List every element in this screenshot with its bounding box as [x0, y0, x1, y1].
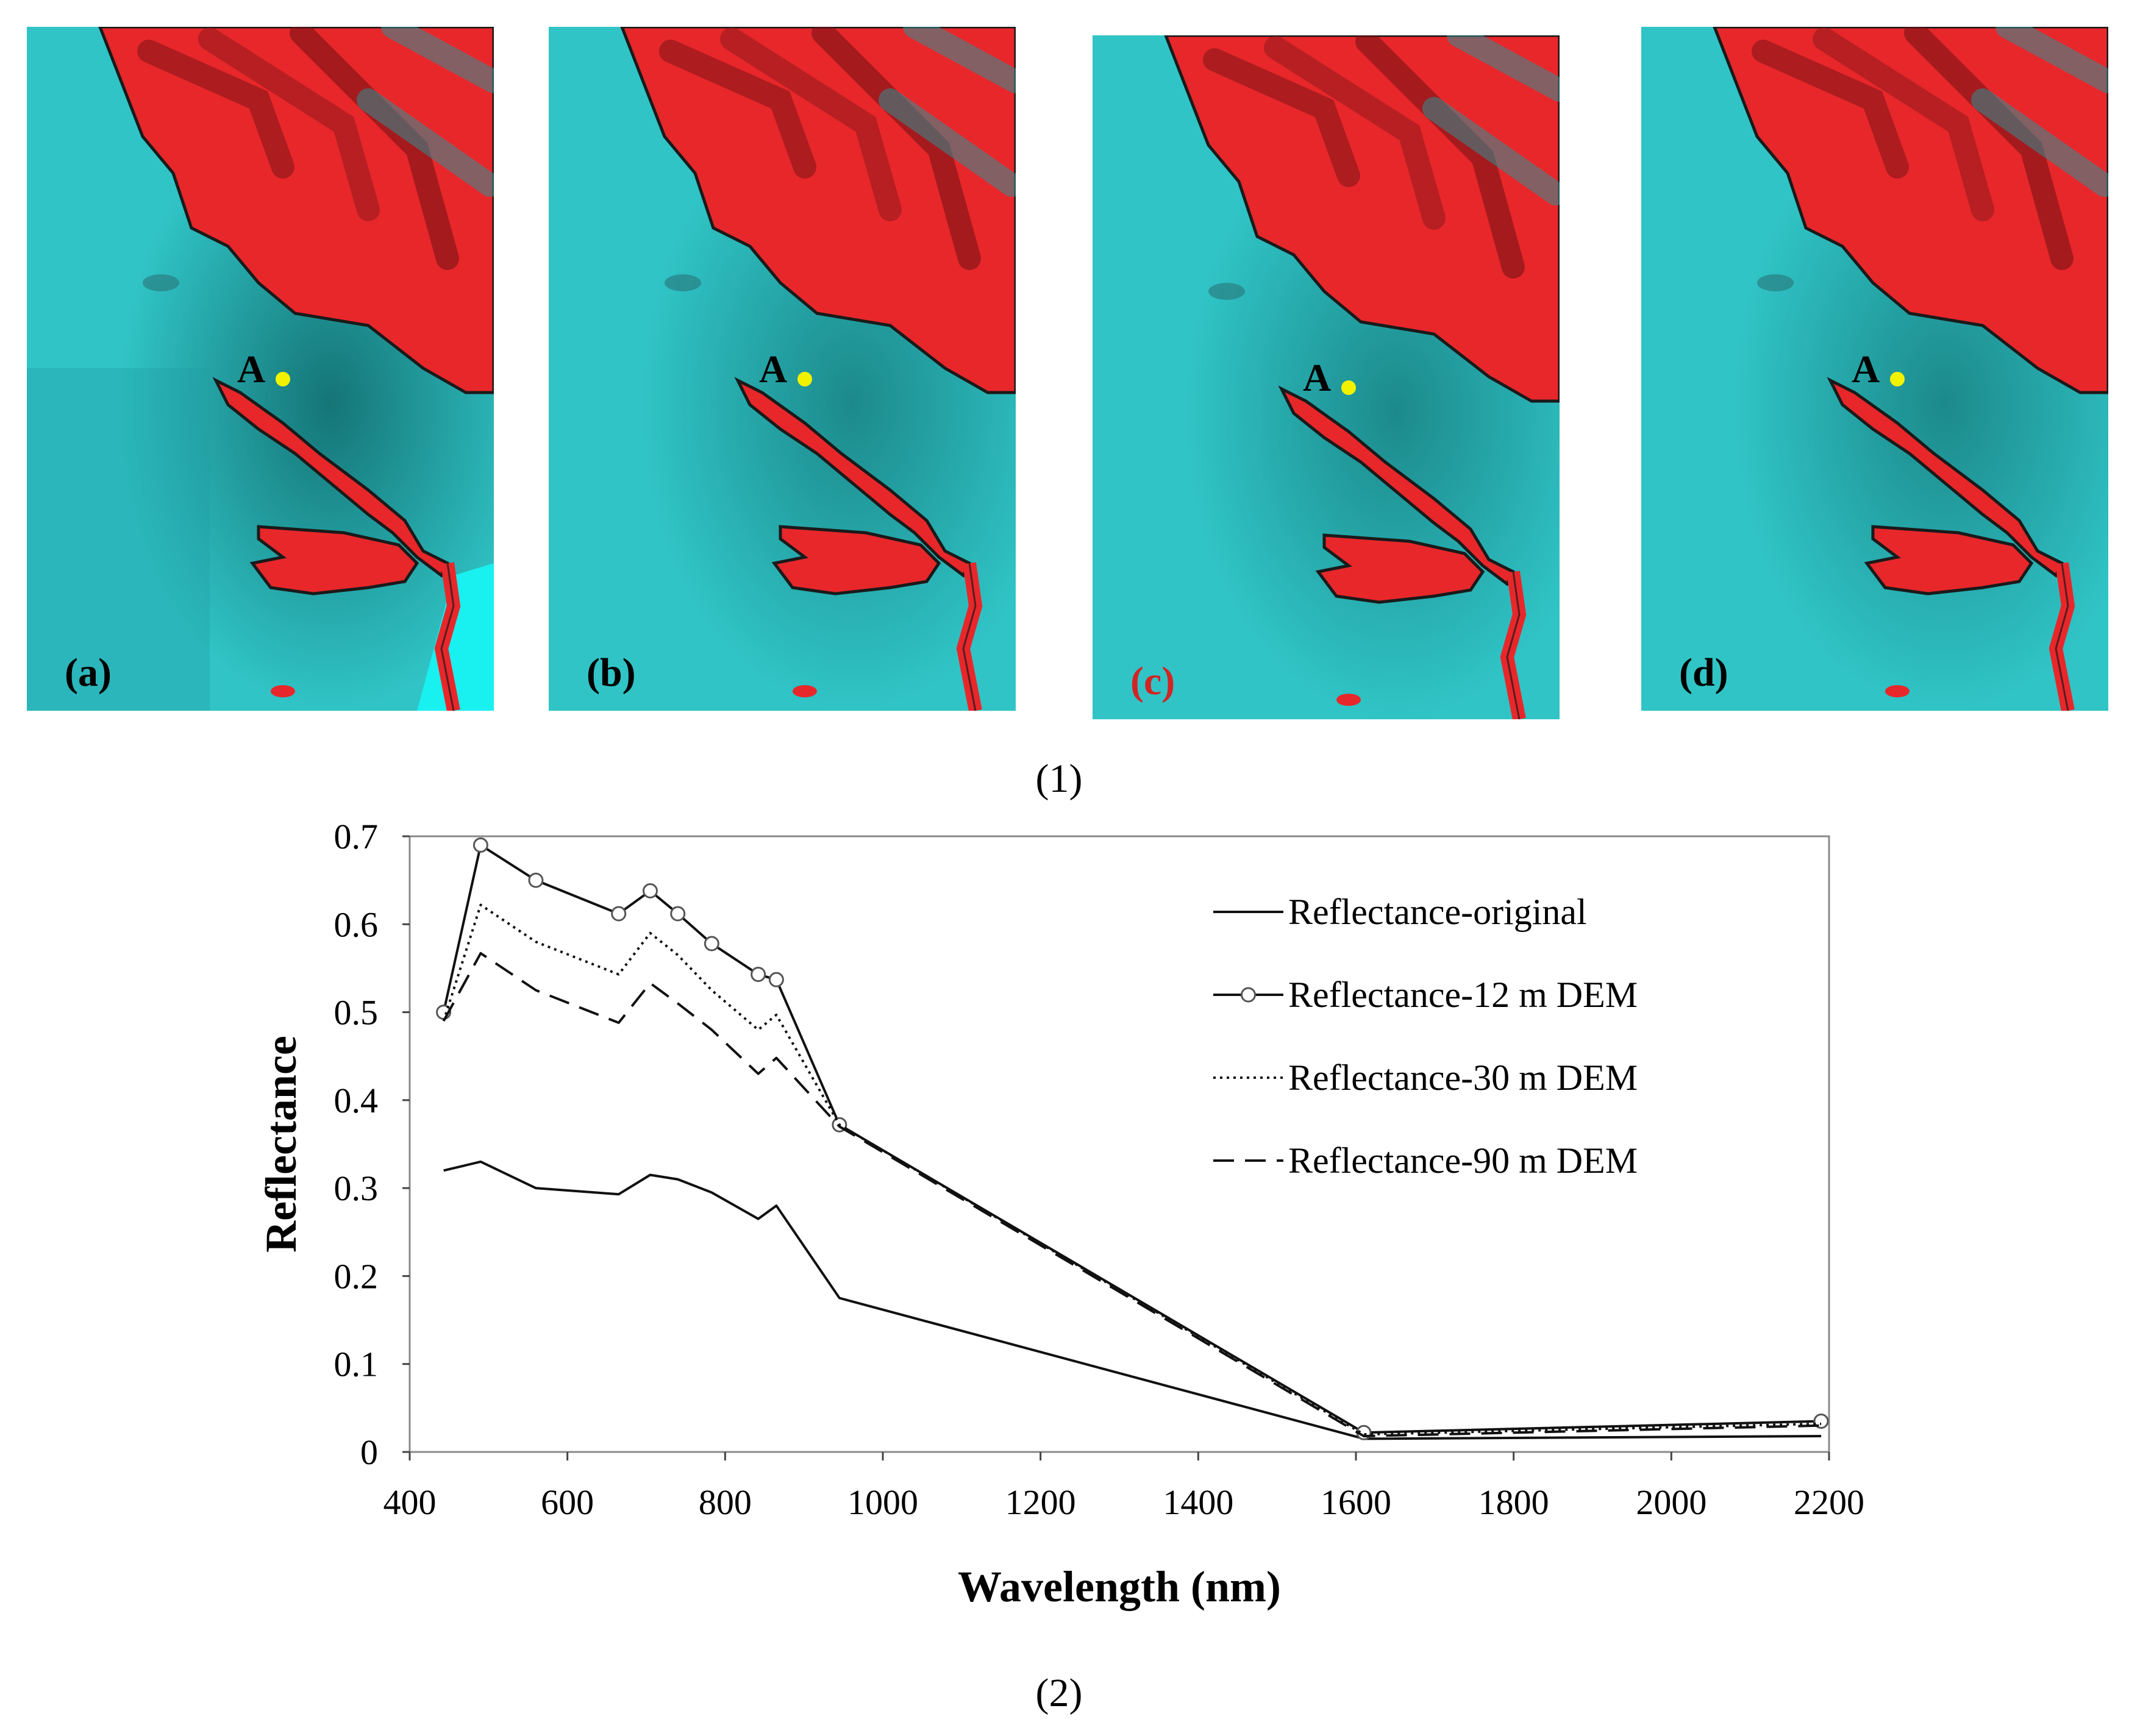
- false-colour-image: [549, 27, 1016, 711]
- false-colour-image: [1641, 27, 2108, 711]
- x-tick-label: 600: [541, 1482, 594, 1522]
- data-point-marker: [704, 936, 719, 952]
- plot-area: [408, 835, 1830, 1453]
- legend-label: Reflectance-90 m DEM: [1288, 1140, 1638, 1181]
- panel-label: (d): [1679, 650, 1728, 695]
- x-tick-label: 2200: [1794, 1482, 1864, 1522]
- legend-marker: [1241, 987, 1256, 1003]
- x-axis-title: Wavelength (nm): [958, 1562, 1281, 1611]
- x-tick-label: 400: [383, 1482, 437, 1522]
- point-a-marker: [1341, 380, 1356, 395]
- figure-caption-1: (1): [1035, 756, 1083, 801]
- y-tick-label: 0.5: [334, 993, 379, 1033]
- y-tick-label: 0.2: [334, 1256, 379, 1296]
- data-point-marker: [670, 906, 686, 922]
- panel-label: (a): [65, 650, 112, 695]
- point-a-marker: [276, 372, 290, 386]
- point-a-label: A: [1852, 347, 1880, 391]
- false-colour-image: [1093, 35, 1560, 719]
- image-panel-b: (b) A: [549, 27, 1016, 711]
- data-point-marker: [528, 872, 544, 888]
- false-colour-image: [27, 27, 494, 711]
- series-line-reflectance-90-m-dem: [442, 952, 1822, 1438]
- data-point-marker: [768, 972, 784, 987]
- image-panel-a: (a) A: [27, 27, 494, 711]
- x-tick-label: 1800: [1478, 1482, 1549, 1522]
- image-panel-d: (d) A: [1641, 27, 2108, 711]
- x-tick-label: 1400: [1163, 1482, 1233, 1522]
- point-a-marker: [1890, 372, 1905, 386]
- legend-label: Reflectance-12 m DEM: [1288, 975, 1638, 1015]
- y-tick-label: 0.4: [334, 1081, 379, 1120]
- data-point-marker: [611, 906, 627, 922]
- legend-label: Reflectance-original: [1288, 892, 1587, 932]
- y-tick-label: 0: [360, 1432, 378, 1472]
- panel-label: (c): [1130, 659, 1175, 703]
- data-point-marker: [473, 837, 488, 853]
- point-a-label: A: [1303, 356, 1332, 399]
- point-a-label: A: [759, 347, 788, 391]
- x-tick-label: 2000: [1636, 1482, 1706, 1522]
- point-a-marker: [797, 372, 812, 386]
- figure-caption-2: (2): [1035, 1671, 1083, 1715]
- y-tick-label: 0.3: [334, 1169, 379, 1208]
- y-tick-label: 0.6: [334, 905, 379, 944]
- x-tick-label: 800: [699, 1482, 752, 1522]
- series-line-reflectance-original: [443, 1160, 1822, 1440]
- y-axis-title: Reflectance: [257, 1036, 305, 1253]
- legend-label: Reflectance-30 m DEM: [1288, 1058, 1638, 1098]
- x-tick-label: 1000: [847, 1482, 918, 1522]
- y-tick-label: 0.7: [334, 817, 379, 856]
- data-point-marker: [751, 967, 766, 983]
- data-point-marker: [642, 883, 658, 898]
- point-a-label: A: [237, 347, 266, 391]
- image-panel-c: (c) A: [1093, 35, 1560, 719]
- panel-label: (b): [587, 650, 636, 695]
- x-tick-label: 1600: [1321, 1482, 1391, 1522]
- x-tick-label: 1200: [1005, 1482, 1076, 1522]
- y-tick-label: 0.1: [334, 1345, 379, 1384]
- series-line-reflectance-30-m-dem: [442, 903, 1822, 1436]
